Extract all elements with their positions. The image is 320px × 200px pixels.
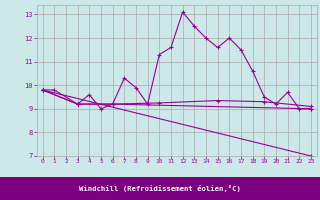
- Text: Windchill (Refroidissement éolien,°C): Windchill (Refroidissement éolien,°C): [79, 186, 241, 192]
